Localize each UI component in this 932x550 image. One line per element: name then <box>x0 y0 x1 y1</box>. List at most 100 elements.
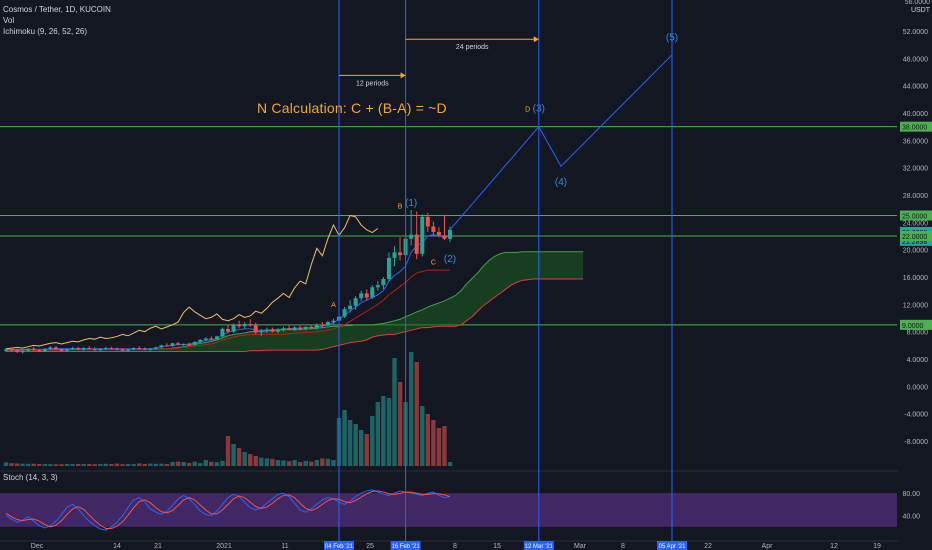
price-tag-label: 21.2898 <box>902 239 927 246</box>
candle-body <box>70 348 75 350</box>
price-tick-label: 32.0000 <box>903 166 928 173</box>
candle-body <box>65 349 70 351</box>
period-arrow-head <box>533 36 539 43</box>
letter-label: B <box>398 204 403 211</box>
candle-body <box>287 328 292 330</box>
currency-label: USDT <box>911 7 931 14</box>
volume-bar <box>431 420 436 466</box>
volume-bar <box>325 458 331 466</box>
price-tick-label: -8.0000 <box>904 439 928 446</box>
candle-body <box>242 324 247 327</box>
candle-body <box>398 252 403 256</box>
candle-body <box>103 348 108 350</box>
candle-body <box>98 348 103 351</box>
volume-bar <box>70 464 75 466</box>
volume-bar <box>447 462 453 466</box>
n-calculation-annotation[interactable]: N Calculation: C + (B-A) = ~D <box>257 100 447 116</box>
candle-body <box>325 322 330 326</box>
volume-bar <box>48 464 53 466</box>
time-tick-label: Apr <box>762 543 774 550</box>
volume-bar <box>20 463 25 466</box>
candle-body <box>425 216 430 227</box>
volume-bar <box>181 462 186 466</box>
candle-body <box>275 330 280 332</box>
ichimoku-indicator-label[interactable]: Ichimoku (9, 26, 52, 26) <box>3 27 88 36</box>
candle-body <box>9 349 14 351</box>
volume-bar <box>392 358 397 466</box>
candle-body <box>181 343 186 345</box>
projection-path <box>449 54 673 231</box>
volume-bar <box>292 460 297 466</box>
candle-body <box>92 348 97 351</box>
volume-bar <box>209 461 214 466</box>
letter-label: C <box>431 260 436 267</box>
candle-body <box>420 216 425 254</box>
candle-body <box>76 348 81 350</box>
candle-body <box>220 328 225 337</box>
volume-bar <box>59 464 64 466</box>
volume-bar <box>170 462 175 466</box>
candle-body <box>31 348 36 351</box>
price-tag <box>900 210 932 221</box>
candle-body <box>298 327 303 329</box>
ichimoku-cloud <box>6 251 584 352</box>
volume-bar <box>203 460 208 466</box>
stoch-d-line <box>5 490 451 529</box>
ichimoku-lagging-span <box>5 214 379 350</box>
price-tick-label: 36.0000 <box>903 138 928 145</box>
candle-body <box>148 348 153 350</box>
volume-bar <box>320 458 325 466</box>
price-tag-label: 9.0000 <box>902 323 924 330</box>
volume-bar <box>231 444 236 466</box>
volume-bar <box>375 402 381 466</box>
candle-body <box>159 345 164 348</box>
price-tick-label: 40.0000 <box>903 111 928 118</box>
volume-bar <box>120 464 125 466</box>
volume-indicator-label[interactable]: Vol <box>3 16 15 25</box>
volume-bar <box>14 463 20 466</box>
volume-bar <box>142 464 147 466</box>
symbol-label[interactable]: Cosmos / Tether, 1D, KUCOIN <box>3 5 111 14</box>
candle-body <box>120 349 125 351</box>
time-tick-label: 12 <box>830 543 838 550</box>
candle-body <box>320 324 325 326</box>
candle-body <box>381 279 386 286</box>
period-arrow-label: 12 periods <box>356 80 389 87</box>
price-tick-label: 56.0000 <box>905 0 930 6</box>
volume-bar <box>148 463 153 466</box>
volume-bar <box>9 463 14 466</box>
candle-body <box>281 328 286 331</box>
volume-bar <box>248 454 253 466</box>
candle-body <box>192 341 197 345</box>
candle-body <box>375 285 380 288</box>
candle-body <box>226 328 230 332</box>
candle-body <box>253 325 258 333</box>
candle-body <box>436 231 441 236</box>
candle-body <box>20 350 25 353</box>
candle-body <box>392 252 397 258</box>
wave-label: (1) <box>405 198 417 209</box>
volume-bar <box>442 426 447 466</box>
volume-bar <box>131 464 136 466</box>
date-flag <box>523 541 554 550</box>
volume-bar <box>92 464 97 466</box>
volume-bar <box>342 410 347 466</box>
stoch-tick-label: 40.00 <box>902 514 920 521</box>
candle-body <box>42 348 47 352</box>
volume-bar <box>425 414 430 466</box>
stoch-indicator-label[interactable]: Stoch (14, 3, 3) <box>3 473 58 482</box>
candle-body <box>142 348 147 350</box>
volume-bar <box>220 460 225 466</box>
candle-body <box>237 324 242 327</box>
volume-bar <box>98 464 103 466</box>
volume-bar <box>397 382 403 466</box>
volume-bar <box>331 460 336 466</box>
date-flag <box>324 541 354 550</box>
candle-body <box>259 330 264 333</box>
candle-body <box>331 320 336 323</box>
date-flag-label: 05 Apr '21 <box>659 544 686 550</box>
candle-body <box>53 347 58 350</box>
candle-body <box>164 345 169 347</box>
